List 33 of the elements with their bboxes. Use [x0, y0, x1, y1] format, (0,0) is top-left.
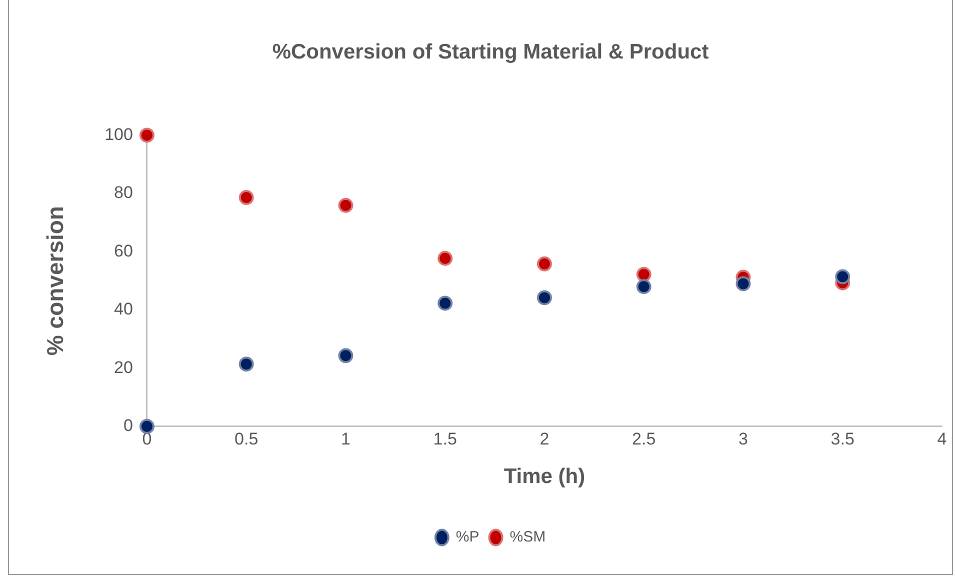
- y-tick-label: 60: [114, 241, 133, 260]
- y-tick-label: 80: [114, 183, 133, 202]
- legend-label: %P: [456, 528, 480, 546]
- point: [139, 128, 154, 143]
- point: [238, 190, 254, 206]
- point: [636, 279, 652, 294]
- point: [736, 276, 751, 292]
- y-tick-label: 20: [114, 358, 133, 377]
- y-axis-title: % conversion: [42, 206, 68, 356]
- x-tick-label: 0.5: [234, 429, 258, 448]
- y-tick-label: 0: [123, 416, 133, 436]
- point: [438, 250, 453, 266]
- point: [338, 348, 354, 364]
- x-tick-label: 2: [540, 429, 550, 448]
- y-tick-label: 40: [114, 300, 133, 319]
- x-tick-label: 1.5: [433, 429, 457, 448]
- x-tick-label: 4: [937, 429, 947, 448]
- point: [536, 290, 552, 306]
- chart-title: %Conversion of Starting Material & Product: [272, 40, 709, 64]
- point: [636, 266, 652, 282]
- point: [338, 198, 354, 213]
- x-axis-title: Time (h): [504, 465, 586, 488]
- x-tick-label: 1: [340, 429, 350, 448]
- point: [238, 356, 254, 372]
- x-tick-label: 3: [738, 429, 748, 448]
- x-tick-label: 2.5: [632, 429, 656, 448]
- point: [835, 269, 850, 284]
- legend-label: %SM: [510, 528, 546, 546]
- x-tick-label: 3.5: [830, 429, 854, 448]
- point: [139, 418, 154, 434]
- point: [438, 296, 453, 311]
- y-tick-label: 100: [104, 124, 133, 144]
- point: [536, 256, 552, 272]
